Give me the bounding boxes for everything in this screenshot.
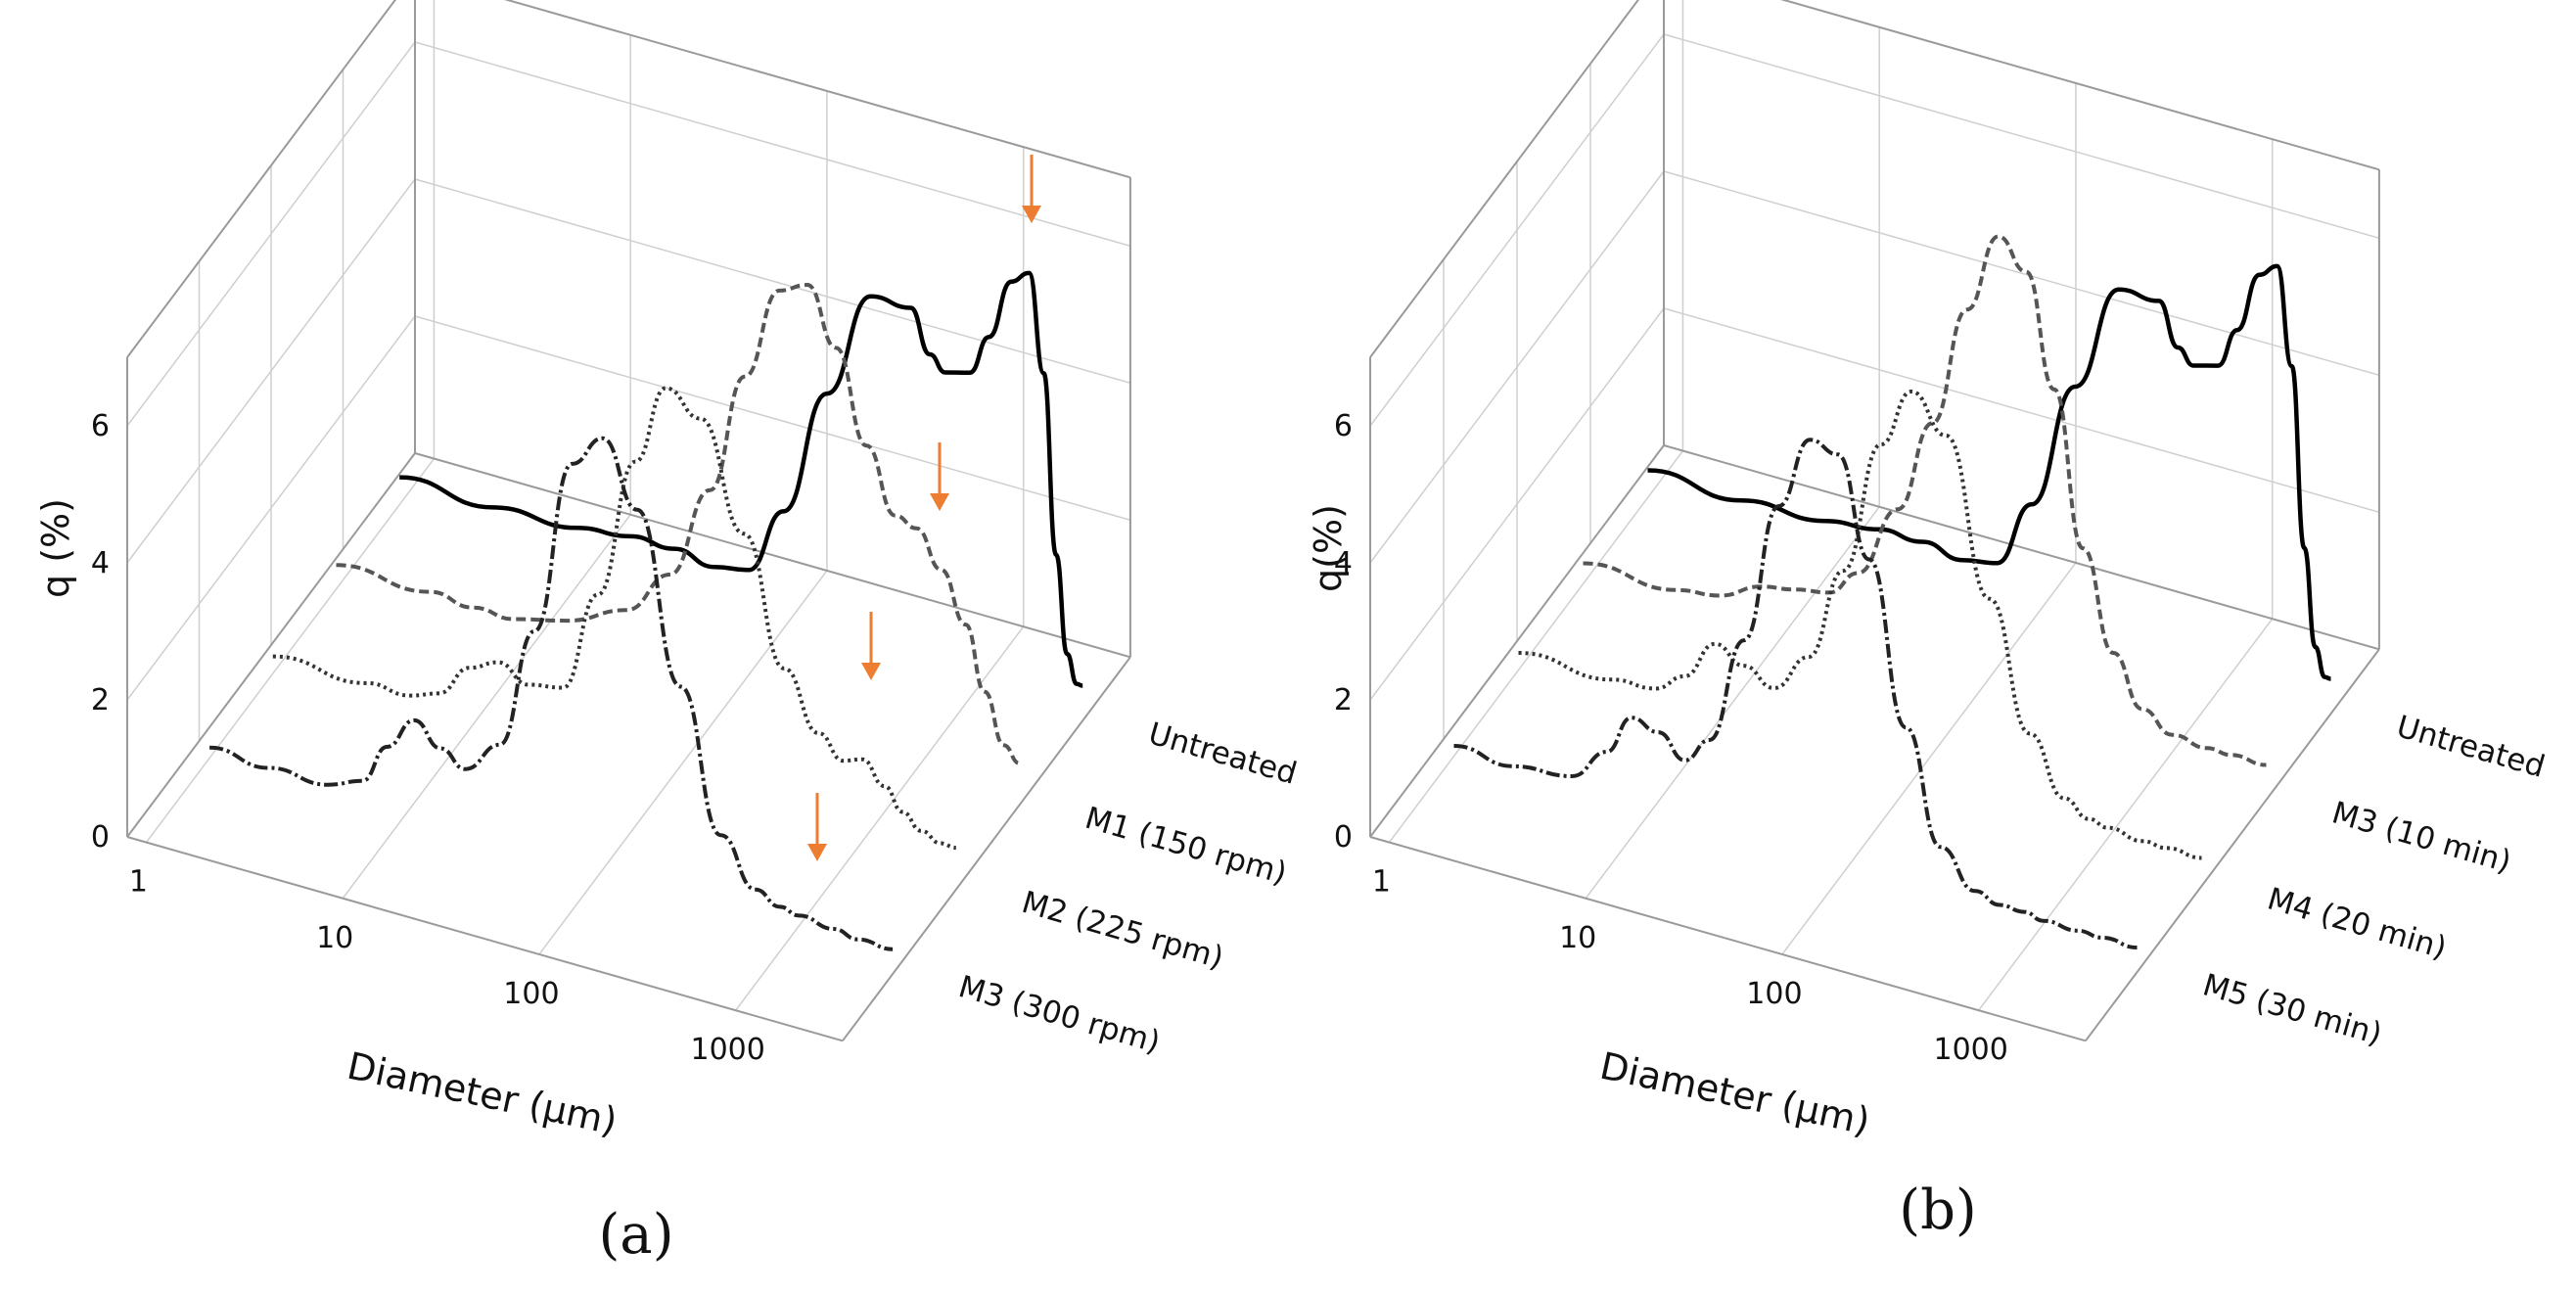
y-tick-label: 6 [91, 409, 110, 443]
series-curve-m2-225-rpm- [272, 386, 956, 850]
y-tick-label: 6 [1334, 409, 1353, 443]
x-axis-title: Diameter (μm) [344, 1044, 621, 1143]
back-wall-gridline [1663, 33, 2380, 240]
left-wall-gridline [1369, 307, 1665, 701]
panel-b-chart: 0 2 4 6 1 10 100 1000 q(%) Diameter (μm) Untreated… [1307, 0, 2549, 1143]
back-wall-gridline [414, 315, 1131, 522]
left-wall-gridline [126, 41, 416, 427]
y-tick-label: 0 [91, 820, 110, 855]
floor-gridline [1781, 562, 2077, 955]
left-wall-gridline [126, 178, 416, 564]
axis-frame [842, 656, 1131, 1041]
left-wall-gridline [1369, 33, 1665, 427]
peak-arrow-head [930, 493, 949, 511]
depth-label: M1 (150 rpm) [1081, 801, 1291, 892]
axis-frame [126, 452, 416, 838]
x-tick-label: 10 [1559, 921, 1596, 955]
axis-frame [1369, 0, 1639, 358]
depth-label: M5 (30 min) [2199, 967, 2386, 1052]
axis-frame [1369, 444, 1665, 838]
y-axis-title: q(%) [1307, 504, 1350, 592]
series-curve-untreated [1647, 263, 2331, 681]
depth-label: M4 (20 min) [2264, 881, 2451, 966]
axis-frame [414, 452, 1131, 659]
x-tick-label: 10 [316, 921, 353, 955]
depth-label: Untreated [1144, 716, 1300, 791]
panel-a-label: (a) [598, 1203, 673, 1267]
series-curve-m3-300-rpm- [209, 436, 894, 951]
x-tick-label: 1000 [1933, 1033, 2007, 1067]
series-curve-m4-20-min- [1518, 390, 2202, 860]
x-tick-label: 1 [1372, 865, 1391, 900]
y-tick-label: 2 [1334, 683, 1353, 717]
x-axis-title: Diameter (μm) [1596, 1044, 1873, 1143]
axis-frame [2085, 648, 2380, 1041]
x-tick-label: 1000 [690, 1033, 764, 1067]
floor-gridline [1585, 506, 1880, 900]
peak-arrow [861, 612, 881, 680]
back-wall-gridline [1663, 170, 2380, 377]
series-curve-m3-10-min- [1583, 234, 2267, 767]
back-wall-gridline [414, 41, 1131, 248]
peak-arrow-head [861, 663, 881, 680]
x-tick-label: 1 [129, 865, 148, 900]
y-tick-label: 4 [1334, 546, 1353, 580]
series-curve-m5-30-min- [1453, 438, 2138, 949]
peak-arrow [807, 793, 827, 861]
grid-walls [1369, 0, 2380, 1042]
grid-walls [126, 0, 1131, 1042]
peak-arrow-head [1022, 206, 1041, 223]
panel-a-chart: 0 2 4 6 1 10 100 1000 q (%) Diameter (μm) Untreate… [34, 0, 1301, 1143]
depth-label: M2 (225 rpm) [1018, 885, 1227, 976]
floor-gridline [1388, 450, 1684, 843]
panel-b-label: (b) [1899, 1179, 1977, 1242]
y-tick-label: 2 [91, 683, 110, 717]
series-curve-untreated [399, 270, 1083, 688]
depth-label: Untreated [2393, 709, 2549, 784]
peak-arrow-head [807, 844, 827, 861]
depth-label: M3 (10 min) [2328, 795, 2515, 880]
back-wall-gridline [1663, 307, 2380, 514]
x-tick-label: 100 [503, 977, 559, 1011]
y-tick-label: 0 [1334, 820, 1353, 855]
x-tick-label: 100 [1746, 977, 1802, 1011]
axis-frame [1663, 444, 2380, 651]
axis-frame [1780, 0, 2380, 171]
peak-arrow [930, 442, 949, 511]
floor-gridline [735, 625, 1025, 1011]
depth-label: M3 (300 rpm) [954, 969, 1164, 1060]
back-wall-gridline [414, 178, 1131, 385]
floor-gridline [145, 458, 436, 843]
floor-gridline [1978, 618, 2274, 1011]
y-axis-title: q (%) [34, 498, 77, 598]
axis-frame [126, 836, 844, 1042]
peak-arrow [1022, 155, 1041, 223]
left-wall-gridline [126, 315, 416, 701]
floor-gridline [342, 514, 631, 900]
axis-frame [504, 0, 1131, 179]
axis-frame [1369, 836, 2087, 1042]
floor-gridline [538, 570, 828, 955]
series-curve-m1-150-rpm- [336, 283, 1021, 765]
axis-frame [126, 0, 397, 358]
y-tick-label: 4 [91, 546, 110, 580]
left-wall-gridline [1369, 170, 1665, 564]
